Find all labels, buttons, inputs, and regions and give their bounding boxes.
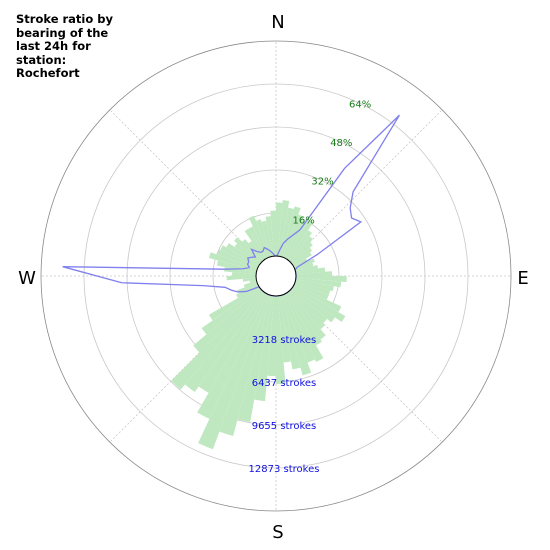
stroke-count-bar bbox=[270, 210, 276, 257]
compass-north-label: N bbox=[271, 12, 284, 33]
compass-south-label: S bbox=[272, 522, 283, 543]
stroke-tick-label: 12873 strokes bbox=[249, 464, 320, 475]
stroke-count-bar bbox=[286, 219, 314, 260]
grid-ring bbox=[40, 40, 512, 512]
stroke-count-bar bbox=[208, 286, 260, 321]
stroke-count-bar bbox=[184, 291, 265, 392]
stroke-count-bar bbox=[265, 216, 275, 257]
stroke-tick-label: 3218 strokes bbox=[252, 335, 317, 346]
stroke-count-bar bbox=[216, 260, 257, 273]
stroke-count-bar bbox=[291, 287, 336, 323]
stroke-count-bar bbox=[249, 279, 257, 283]
stroke-count-bar bbox=[243, 281, 258, 288]
stroke-count-bar bbox=[277, 295, 292, 363]
stroke-count-bar bbox=[281, 206, 301, 258]
stroke-count-bar bbox=[255, 219, 271, 258]
stroke-count-bar bbox=[284, 220, 307, 259]
stroke-count-bar bbox=[293, 258, 308, 268]
stroke-count-bar bbox=[219, 294, 271, 436]
stroke-count-bar bbox=[198, 292, 266, 393]
stroke-count-bar bbox=[279, 295, 301, 370]
stroke-count-bar bbox=[277, 200, 290, 257]
stroke-count-bar bbox=[290, 288, 328, 324]
stroke-count-bar bbox=[237, 282, 258, 294]
chart-title: Stroke ratio by bearing of the last 24h … bbox=[16, 12, 113, 80]
stroke-count-bar bbox=[267, 295, 276, 377]
stroke-count-bar bbox=[198, 294, 270, 450]
stroke-count-bar bbox=[288, 290, 326, 330]
ratio-tick-label: 32% bbox=[311, 177, 333, 188]
stroke-count-bar bbox=[293, 284, 342, 313]
stroke-count-bar bbox=[261, 220, 273, 257]
stroke-count-bar bbox=[231, 272, 257, 276]
stroke-count-bar bbox=[292, 286, 346, 322]
stroke-count-bar bbox=[234, 243, 261, 265]
stroke-count-bar bbox=[295, 264, 319, 273]
stroke-count-bar bbox=[276, 295, 286, 385]
stroke-count-bar bbox=[201, 287, 261, 335]
stroke-count-bar bbox=[282, 294, 315, 363]
stroke-count-bar bbox=[282, 214, 304, 258]
stroke-count-bar bbox=[226, 276, 257, 281]
compass-east-label: E bbox=[517, 268, 528, 289]
stroke-count-bar bbox=[295, 267, 326, 275]
stroke-count-bar bbox=[295, 271, 333, 276]
stroke-tick-label: 6437 strokes bbox=[252, 378, 317, 389]
stroke-count-bar bbox=[295, 279, 334, 292]
stroke-count-bar bbox=[294, 281, 331, 296]
stroke-tick-label: 9655 strokes bbox=[252, 421, 317, 432]
stroke-count-bar bbox=[197, 293, 268, 419]
stroke-count-bar bbox=[291, 247, 313, 265]
stroke-count-bar bbox=[287, 291, 326, 340]
stroke-count-bar bbox=[295, 277, 342, 288]
stroke-count-bar bbox=[295, 276, 347, 283]
ratio-tick-label: 16% bbox=[293, 215, 315, 226]
polar-grid bbox=[40, 40, 512, 512]
ratio-tick-label: 48% bbox=[330, 138, 352, 149]
stroke-count-bar bbox=[287, 230, 313, 261]
stroke-count-bars bbox=[171, 200, 347, 450]
stroke-count-bar bbox=[294, 262, 314, 271]
tick-labels: 16% 32% 48% 64% 3218 strokes 6437 strokes 9655… bbox=[249, 99, 372, 475]
stroke-count-bar bbox=[286, 292, 322, 346]
stroke-count-bar bbox=[281, 294, 312, 376]
stroke-count-bar bbox=[290, 242, 313, 264]
center-hub bbox=[255, 255, 297, 297]
stroke-count-bar bbox=[193, 288, 262, 353]
stroke-count-bar bbox=[208, 252, 258, 271]
stroke-count-bar bbox=[237, 295, 273, 423]
stroke-count-bar bbox=[171, 290, 264, 390]
compass-west-label: W bbox=[18, 268, 36, 289]
stroke-count-bar bbox=[294, 282, 329, 300]
stroke-count-bar bbox=[254, 295, 275, 402]
stroke-count-bar bbox=[226, 243, 260, 266]
stroke-count-bar bbox=[292, 252, 312, 266]
stroke-count-bar bbox=[276, 202, 283, 257]
stroke-count-bar bbox=[242, 277, 257, 282]
stroke-count-bar bbox=[288, 236, 313, 262]
stroke-count-bar bbox=[284, 293, 324, 362]
ratio-tick-label: 64% bbox=[349, 99, 371, 110]
